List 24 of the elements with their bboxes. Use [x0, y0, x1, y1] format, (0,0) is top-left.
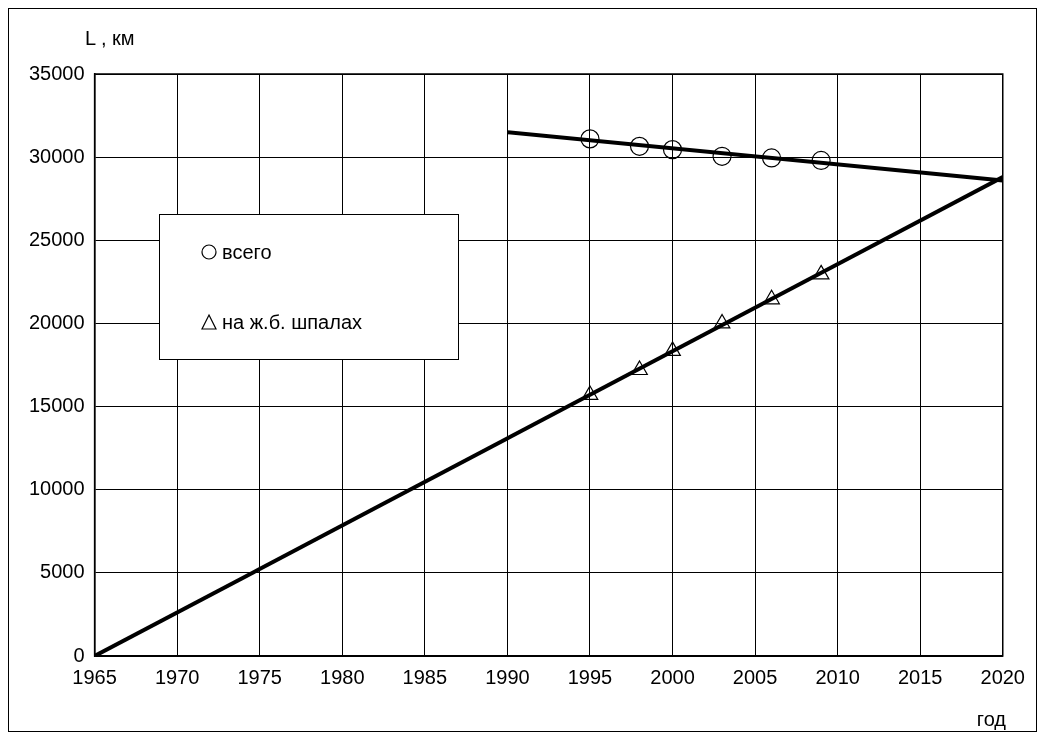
y-tick-label: 25000	[28, 227, 85, 250]
y-tick-label: 20000	[28, 310, 85, 333]
x-tick-label: 1965	[72, 665, 117, 688]
y-tick-label: 35000	[28, 61, 85, 84]
x-tick-label: 1985	[402, 665, 448, 688]
x-tick-label: 2000	[650, 665, 695, 688]
legend-label: всего	[222, 240, 272, 264]
x-tick-label: 2015	[897, 665, 943, 688]
legend-label: на ж.б. шпалах	[222, 310, 363, 334]
y-tick-label: 30000	[28, 144, 85, 167]
y-tick-label: 0	[73, 643, 85, 666]
x-tick-label: 1995	[567, 665, 613, 688]
x-tick-label: 1970	[154, 665, 200, 688]
x-tick-label: 1975	[237, 665, 282, 688]
x-tick-label: 1990	[485, 665, 530, 688]
x-tick-label: 2005	[732, 665, 778, 688]
x-tick-label: 2010	[815, 665, 860, 688]
y-tick-label: 10000	[28, 477, 85, 500]
x-tick-label: 2020	[980, 665, 1025, 688]
y-axis-title: L , км	[85, 27, 135, 50]
x-tick-label: 1980	[320, 665, 365, 688]
x-axis-title: год	[976, 708, 1006, 731]
y-tick-label: 5000	[40, 560, 85, 583]
y-tick-label: 15000	[28, 394, 85, 417]
